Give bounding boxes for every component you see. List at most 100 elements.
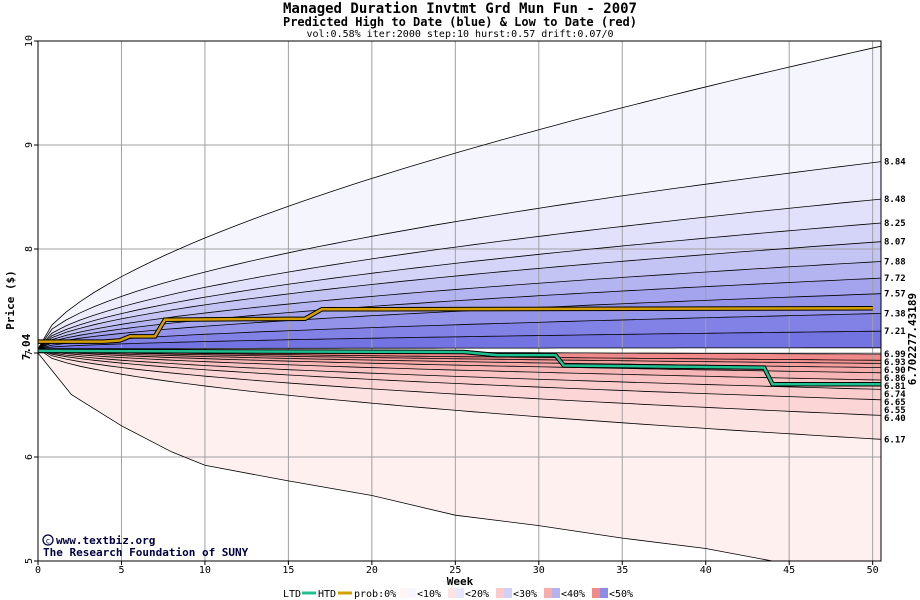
high-quantile-line xyxy=(37,222,882,350)
copyright-letter-icon: c xyxy=(46,537,51,546)
legend-swatch-red xyxy=(448,588,456,598)
legend-swatch-blue xyxy=(408,588,416,598)
low-quantile-line xyxy=(37,348,882,401)
low-quantile-line xyxy=(37,348,882,390)
legend-swatch-red xyxy=(592,588,600,598)
quantile-level-label: 8.25 xyxy=(884,219,906,229)
y-tick-label: 5 xyxy=(24,558,35,564)
x-tick-label: 50 xyxy=(867,565,879,576)
legend-swatch-blue xyxy=(456,588,464,598)
quantile-level-label: 7.38 xyxy=(884,309,906,319)
high-band-3 xyxy=(38,199,881,349)
low-quantile-line xyxy=(37,348,882,364)
y-tick-label: 9 xyxy=(24,142,35,148)
high-band-7 xyxy=(38,278,881,349)
y-tick-label: 7 xyxy=(24,350,35,356)
y-tick-label: 8 xyxy=(24,246,35,252)
quantile-contours xyxy=(37,45,882,562)
high-band-6 xyxy=(38,261,881,349)
high-quantile-line xyxy=(37,347,881,350)
quantile-level-label: 7.21 xyxy=(884,327,906,337)
legend-item-label: <20% xyxy=(465,589,489,600)
low-band-10 xyxy=(38,348,881,561)
high-quantile-line xyxy=(37,330,882,350)
low-band-5 xyxy=(38,348,881,380)
legend-swatch-red xyxy=(400,588,408,598)
high-quantile-line xyxy=(37,277,882,350)
x-axis-label: Week xyxy=(447,575,474,588)
legend-ltd-label: LTD xyxy=(283,589,301,600)
final-high-label: 7.43189 xyxy=(906,293,919,339)
quantile-level-label: 7.88 xyxy=(884,257,906,267)
x-tick-label: 15 xyxy=(282,565,294,576)
htd-line xyxy=(38,307,873,343)
legend-item-label: <50% xyxy=(609,589,633,600)
quantile-level-label: 7.72 xyxy=(884,274,906,284)
series-lines xyxy=(37,306,881,387)
high-band-5 xyxy=(38,241,881,349)
plot-frame xyxy=(37,40,882,562)
low-band-3 xyxy=(38,348,881,368)
x-tick-label: 45 xyxy=(783,565,795,576)
quantile-level-label: 8.48 xyxy=(884,195,906,205)
quantile-level-label: 6.99 xyxy=(884,350,906,360)
y-axis-label: Price ($) xyxy=(4,270,17,330)
credit-org: The Research Foundation of SUNY xyxy=(43,546,249,559)
low-quantile-line xyxy=(37,348,882,440)
ltd-line xyxy=(37,349,881,386)
low-band-7 xyxy=(38,348,881,400)
high-band-10 xyxy=(38,331,881,349)
quantile-level-label: 6.93 xyxy=(884,358,906,368)
quantile-level-label: 6.40 xyxy=(884,414,906,424)
x-tick-label: 35 xyxy=(616,565,628,576)
high-quantile-line xyxy=(37,241,882,350)
y-tick-label: 6 xyxy=(24,454,35,460)
low-band-9 xyxy=(38,348,881,440)
credit-url: www.textbiz.org xyxy=(56,534,155,547)
x-tick-label: 30 xyxy=(533,565,545,576)
legend-prob-label: prob:0% xyxy=(354,589,396,600)
probability-bands xyxy=(38,46,881,561)
quantile-level-label: 6.74 xyxy=(884,390,906,400)
quantile-level-label: 7.57 xyxy=(884,290,906,300)
legend-swatch-blue xyxy=(552,588,560,598)
quantile-level-label: 6.65 xyxy=(884,398,906,408)
x-tick-label: 5 xyxy=(118,565,124,576)
quantile-level-label: 6.90 xyxy=(884,366,906,376)
legend-swatch-blue xyxy=(600,588,608,598)
start-price-label: 7.04 xyxy=(20,333,33,360)
high-quantile-line xyxy=(37,198,882,350)
legend-swatch-red xyxy=(544,588,552,598)
legend-item-label: <40% xyxy=(561,589,585,600)
high-quantile-line xyxy=(37,161,882,350)
chart-parameters: vol:0.58% iter:2000 step:10 hurst:0.57 d… xyxy=(306,29,614,40)
legend-item-label: <10% xyxy=(417,589,441,600)
x-tick-label: 40 xyxy=(700,565,712,576)
low-band-2 xyxy=(38,348,881,364)
legend-item-label: <30% xyxy=(513,589,537,600)
chart-title: Managed Duration Invtmt Grd Mun Fun - 20… xyxy=(282,1,637,17)
chart-subtitle: Predicted High to Date (blue) & Low to D… xyxy=(282,15,637,29)
quantile-level-label: 6.81 xyxy=(884,382,906,392)
high-band-1 xyxy=(38,46,881,349)
high-band-2 xyxy=(38,161,881,349)
x-tick-label: 0 xyxy=(35,565,41,576)
copyright-icon xyxy=(42,534,54,546)
high-band-9 xyxy=(38,313,881,349)
quantile-level-label: 6.17 xyxy=(884,435,906,445)
low-quantile-line xyxy=(37,348,882,416)
high-quantile-line xyxy=(37,45,882,350)
quantile-level-labels: 8.84 8.48 8.25 8.07 7.88 7.72 7.57 7.38 7.21 6.99… xyxy=(884,158,906,446)
x-tick-label: 20 xyxy=(366,565,378,576)
low-quantile-line xyxy=(37,348,882,381)
y-tick-label: 10 xyxy=(24,35,35,47)
legend-swatch-red xyxy=(496,588,504,598)
low-quantile-line xyxy=(37,348,882,374)
high-quantile-line xyxy=(37,261,882,350)
quantile-level-label: 8.84 xyxy=(884,158,906,168)
final-low-label: 6.70227 xyxy=(906,339,919,385)
high-band-4 xyxy=(38,223,881,349)
legend: LTD HTD prob:0% <10% <20% <30% <40% <50% xyxy=(283,588,633,600)
